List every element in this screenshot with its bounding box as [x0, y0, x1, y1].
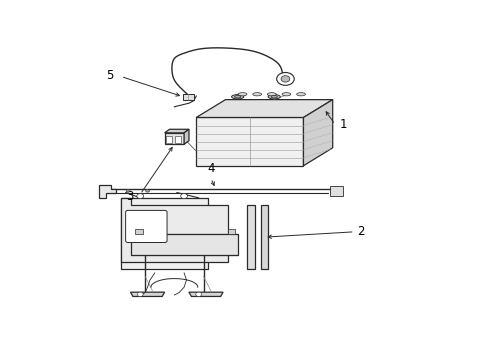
Text: 1: 1 — [340, 118, 347, 131]
Polygon shape — [99, 185, 116, 198]
Ellipse shape — [268, 95, 280, 99]
Ellipse shape — [253, 93, 262, 96]
Polygon shape — [196, 117, 303, 166]
FancyBboxPatch shape — [125, 210, 167, 243]
Polygon shape — [184, 129, 189, 144]
Ellipse shape — [238, 93, 247, 96]
Text: 3: 3 — [126, 190, 134, 203]
Ellipse shape — [268, 93, 276, 96]
Polygon shape — [165, 129, 189, 133]
Polygon shape — [261, 205, 268, 269]
FancyBboxPatch shape — [330, 186, 343, 196]
Polygon shape — [196, 100, 333, 117]
FancyBboxPatch shape — [183, 94, 195, 100]
Text: 4: 4 — [207, 162, 215, 175]
Circle shape — [181, 194, 188, 199]
Polygon shape — [121, 198, 228, 262]
Ellipse shape — [235, 95, 241, 98]
FancyBboxPatch shape — [126, 211, 166, 242]
Polygon shape — [247, 205, 255, 269]
Bar — [135, 229, 143, 234]
Circle shape — [277, 72, 294, 85]
Polygon shape — [130, 292, 165, 296]
Ellipse shape — [296, 93, 305, 96]
Bar — [175, 136, 181, 143]
Circle shape — [126, 189, 130, 192]
Circle shape — [137, 292, 143, 296]
Polygon shape — [121, 198, 208, 269]
Circle shape — [196, 292, 202, 296]
Ellipse shape — [282, 93, 291, 96]
Circle shape — [146, 189, 149, 192]
Ellipse shape — [232, 95, 244, 99]
Text: 5: 5 — [106, 69, 114, 82]
Polygon shape — [189, 292, 223, 296]
Polygon shape — [165, 133, 184, 144]
Circle shape — [281, 76, 290, 82]
Ellipse shape — [271, 95, 277, 98]
Circle shape — [137, 194, 144, 199]
Text: 2: 2 — [357, 225, 365, 238]
Bar — [166, 136, 172, 143]
Polygon shape — [303, 100, 333, 166]
Polygon shape — [130, 234, 238, 255]
Bar — [228, 229, 235, 234]
